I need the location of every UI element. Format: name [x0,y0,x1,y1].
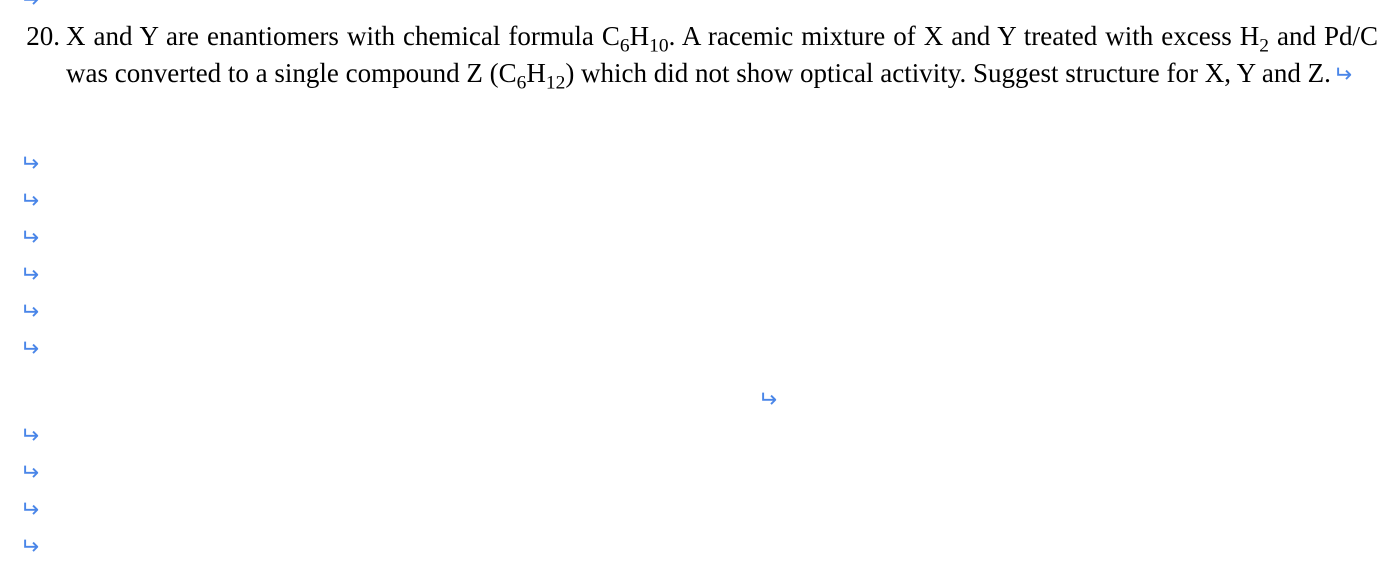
paragraph-mark-icon: ↵ [20,337,39,360]
paragraph-mark-icon: ↵ [20,424,39,447]
paragraph-mark-icon: ↵ [20,263,39,286]
subscript: 12 [546,72,565,93]
question-number: 20. [18,18,66,91]
paragraph-mark-icon: ↵ [20,535,39,558]
paragraph-mark-icon: ↵ [1333,59,1352,90]
blank-line-group-1: ↵ ↵ ↵ ↵ ↵ ↵ [20,152,39,374]
paragraph-mark-icon: ↵ [20,189,39,212]
paragraph-mark-icon: ↵ [20,300,39,323]
subscript: 6 [620,35,630,56]
paragraph-mark-icon: ↵ [20,152,39,175]
question-block: 20. X and Y are enantiomers with chemica… [18,18,1378,91]
paragraph-mark-icon: ↵ [20,226,39,249]
paragraph-mark-icon: ↵ [20,461,39,484]
paragraph-mark-icon: ↵ [758,388,777,411]
paragraph-mark-icon: ↵ [20,0,39,11]
blank-line-group-2: ↵ ↵ ↵ ↵ [20,424,39,572]
page: ↵ 20. X and Y are enantiomers with chemi… [0,0,1396,580]
paragraph-mark-icon: ↵ [20,498,39,521]
subscript: 10 [649,35,668,56]
question-text: X and Y are enantiomers with chemical fo… [66,18,1378,91]
subscript: 6 [517,72,527,93]
subscript: 2 [1259,35,1269,56]
